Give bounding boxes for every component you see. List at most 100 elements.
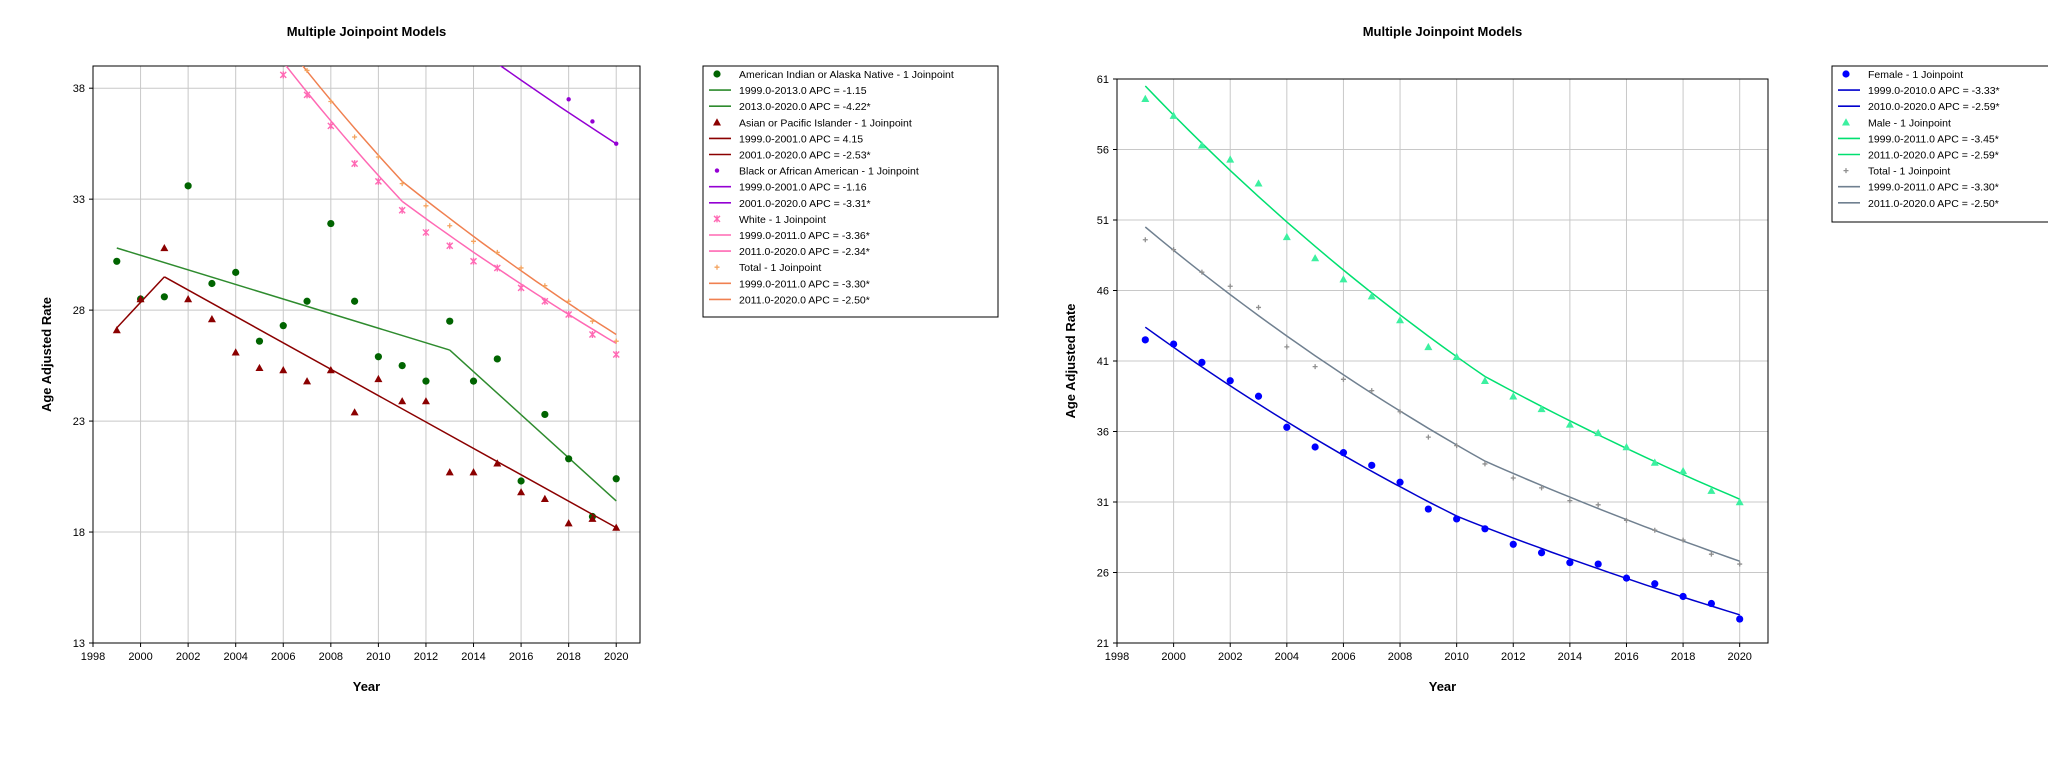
legend-entry: 1999.0-2013.0 APC = -1.15 (739, 85, 867, 97)
legend-marker (714, 264, 720, 270)
plot-frame (92, 65, 641, 644)
x-tick-label: 2020 (604, 651, 628, 663)
data-point (1226, 155, 1235, 163)
data-point (1707, 599, 1715, 608)
legend-entry: 1999.0-2001.0 APC = -1.16 (739, 182, 867, 194)
data-point (327, 122, 335, 130)
ticks: 1998 2000 2002 2004 2006 2008 2010 2012 2014 2016… (1097, 74, 1752, 663)
x-tick-label: 2012 (1501, 651, 1525, 663)
data-point (350, 408, 359, 416)
data-point (421, 397, 430, 405)
x-tick-label: 2018 (556, 651, 580, 663)
data-point (422, 377, 430, 385)
legend-marker (1842, 118, 1850, 126)
data-point (613, 338, 619, 344)
data-point (1368, 461, 1376, 469)
x-tick-label: 2012 (414, 651, 438, 663)
data-point (1142, 237, 1148, 243)
data-point (1594, 560, 1602, 568)
y-tick-label: 46 (1097, 286, 1109, 298)
data-point (1452, 352, 1461, 360)
legend-marker (714, 168, 720, 173)
x-tick-label: 2008 (1388, 651, 1412, 663)
data-point (1737, 561, 1743, 567)
data-point (1312, 364, 1318, 370)
data-point (469, 468, 478, 476)
x-tick-label: 2014 (461, 651, 485, 663)
legend-entry: Male - 1 Joinpoint (1868, 117, 1951, 129)
data-point (303, 91, 311, 99)
data-point (279, 366, 288, 374)
data-point (1226, 377, 1234, 385)
x-tick-label: 2004 (223, 651, 247, 663)
data-point (1227, 283, 1233, 289)
data-point (612, 351, 620, 358)
legend-entry: 1999.0-2001.0 APC = 4.15 (739, 133, 863, 145)
data-point (1424, 342, 1433, 351)
data-point (564, 519, 573, 527)
data-point (1509, 392, 1518, 400)
legend-entry: 2011.0-2020.0 APC = -2.50* (739, 294, 870, 306)
data-point (1539, 485, 1545, 491)
data-point (399, 181, 405, 187)
data-point (541, 410, 549, 419)
x-tick-label: 2002 (176, 651, 200, 663)
data-point (1282, 232, 1291, 241)
data-point (493, 355, 501, 363)
data-point (445, 468, 454, 476)
data-point (208, 279, 216, 288)
data-point (517, 477, 525, 485)
legend-entry: Total - 1 Joinpoint (739, 262, 821, 274)
legend-entry: 1999.0-2010.0 APC = -3.33* (1868, 85, 2000, 97)
legend-entry: 2001.0-2020.0 APC = -2.53* (739, 150, 871, 162)
data-point (1171, 247, 1177, 253)
legend-entry: 2011.0-2020.0 APC = -2.34* (739, 246, 870, 258)
data-point (1651, 580, 1659, 588)
legend-frame (702, 65, 999, 318)
y-tick-label: 18 (73, 527, 85, 539)
data-point (303, 377, 312, 385)
data-point (494, 249, 500, 255)
data-point (1623, 517, 1629, 523)
data-point (304, 67, 310, 73)
data-point (231, 348, 240, 356)
data-point (184, 182, 192, 190)
data-point (1397, 409, 1403, 415)
legend-entry: American Indian or Alaska Native - 1 Joi… (739, 69, 954, 81)
data-point (326, 366, 335, 374)
data-point (207, 314, 216, 323)
data-point (540, 494, 549, 502)
data-point (352, 134, 358, 140)
data-point (614, 141, 619, 146)
data-point (1169, 111, 1178, 119)
data-point (1311, 443, 1319, 451)
data-point (1283, 423, 1291, 431)
data-point (1141, 94, 1150, 102)
legend-entry: 1999.0-2011.0 APC = -3.30* (739, 278, 870, 290)
data-point (160, 243, 169, 252)
y-tick-label: 61 (1097, 74, 1109, 86)
legend-marker (1843, 168, 1849, 174)
data-point (517, 284, 525, 292)
data-point (1141, 336, 1149, 344)
trend-segment (1144, 326, 1458, 517)
x-tick-label: 2016 (1614, 651, 1638, 663)
data-point (1537, 404, 1546, 413)
data-point (398, 206, 406, 214)
x-tick-label: 2018 (1671, 651, 1695, 663)
trend-segment (449, 349, 617, 502)
y-tick-label: 51 (1097, 215, 1109, 227)
data-point (1453, 515, 1461, 523)
x-axis-title: Year (353, 679, 380, 694)
data-point (351, 297, 359, 305)
data-point (1424, 505, 1432, 513)
data-point (1340, 376, 1346, 382)
data-point (1311, 254, 1320, 262)
data-point (136, 295, 145, 303)
data-point (398, 361, 406, 370)
data-point (447, 223, 453, 229)
data-point (1454, 443, 1460, 449)
x-tick-label: 2020 (1727, 651, 1751, 663)
data-point (518, 265, 524, 271)
